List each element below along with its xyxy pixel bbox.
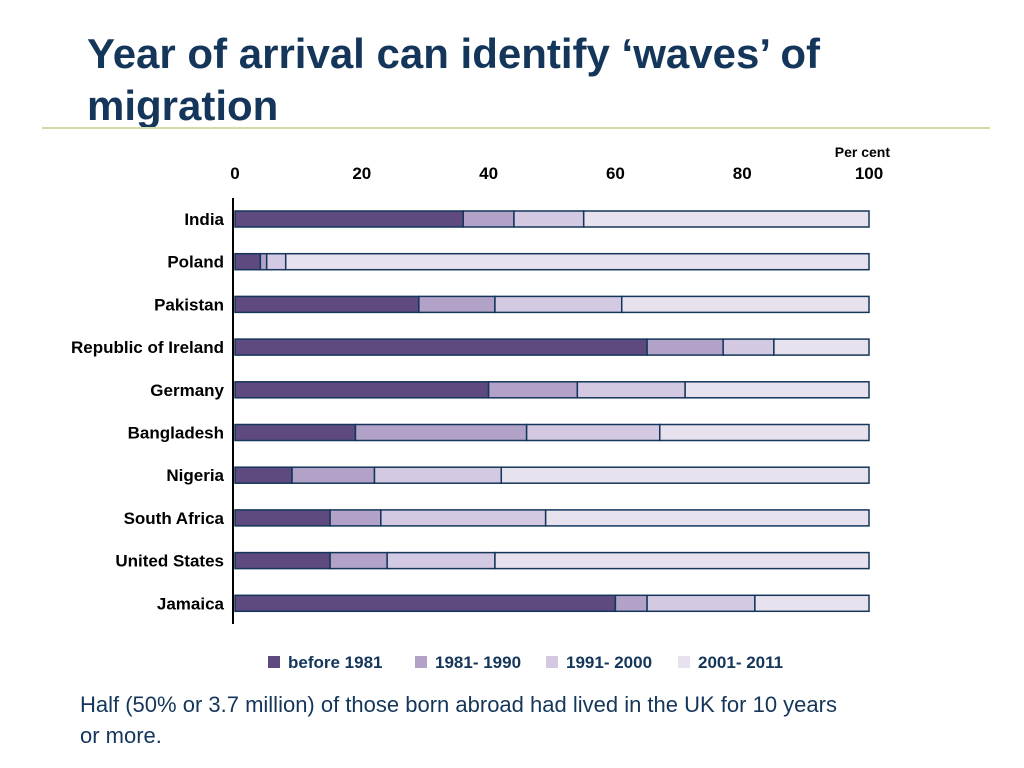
bar-row: [234, 252, 870, 271]
bar-segment: [684, 381, 870, 399]
title-divider: [42, 127, 990, 129]
bar-segment: [265, 252, 287, 271]
bar-segment: [722, 338, 775, 356]
legend-label: before 1981: [288, 653, 383, 672]
bars: [234, 210, 870, 613]
category-label: United States: [115, 552, 224, 571]
bar-segment: [234, 509, 331, 527]
bar-segment: [354, 423, 528, 442]
bar-segment: [380, 509, 547, 527]
category-label: Pakistan: [154, 295, 224, 314]
bar-row: [234, 466, 870, 484]
bar-segment: [525, 423, 661, 442]
legend-item: before 1981: [268, 653, 383, 672]
bar-segment: [234, 551, 331, 570]
legend-item: 2001- 2011: [678, 653, 783, 672]
category-label: Nigeria: [166, 466, 224, 485]
legend-label: 2001- 2011: [698, 653, 783, 672]
legend-swatch: [678, 656, 690, 668]
x-tick-label: 20: [352, 164, 371, 183]
bar-segment: [462, 210, 515, 228]
bar-segment: [773, 338, 870, 356]
bar-segment: [234, 252, 262, 271]
legend: before 1981 1981- 1990 1991- 2000 2001- 201…: [268, 653, 783, 672]
category-label: Republic of Ireland: [71, 338, 224, 357]
x-axis-ticks: 0 20 40 60 80 100: [230, 164, 883, 183]
bar-segment: [620, 295, 870, 314]
bar-segment: [500, 466, 870, 484]
x-tick-label: 60: [606, 164, 625, 183]
bar-segment: [418, 295, 496, 314]
legend-item: 1981- 1990: [415, 653, 521, 672]
unit-label: Per cent: [835, 144, 891, 160]
bar-segment: [234, 594, 617, 613]
x-tick-label: 0: [230, 164, 239, 183]
bar-segment: [329, 509, 382, 527]
bar-segment: [386, 551, 496, 570]
bar-segment: [234, 295, 420, 314]
bar-segment: [494, 551, 870, 570]
bar-segment: [659, 423, 870, 442]
bar-row: [234, 594, 870, 613]
legend-swatch: [268, 656, 280, 668]
legend-swatch: [546, 656, 558, 668]
bar-segment: [544, 509, 870, 527]
legend-label: 1991- 2000: [566, 653, 652, 672]
bar-row: [234, 210, 870, 228]
bar-row: [234, 381, 870, 399]
bar-segment: [234, 423, 357, 442]
category-label: Germany: [150, 381, 224, 400]
bar-segment: [494, 295, 623, 314]
bar-row: [234, 338, 870, 356]
bar-segment: [234, 466, 293, 484]
bar-row: [234, 509, 870, 527]
bar-segment: [614, 594, 648, 613]
category-label: Bangladesh: [128, 424, 224, 443]
bar-segment: [284, 252, 870, 271]
bar-segment: [576, 381, 686, 399]
bar-segment: [646, 594, 756, 613]
bar-segment: [234, 338, 648, 356]
legend-label: 1981- 1990: [435, 653, 521, 672]
caption-text: Half (50% or 3.7 million) of those born …: [80, 692, 837, 748]
category-label: Poland: [167, 253, 224, 272]
bar-segment: [646, 338, 724, 356]
bar-row: [234, 295, 870, 314]
bar-segment: [582, 210, 870, 228]
bar-segment: [291, 466, 376, 484]
x-tick-label: 80: [733, 164, 752, 183]
bar-segment: [487, 381, 579, 399]
bar-segment: [234, 381, 490, 399]
slide-title: Year of arrival can identify ‘waves’ of …: [87, 30, 820, 129]
legend-swatch: [415, 656, 427, 668]
bar-segment: [329, 551, 388, 570]
x-tick-label: 100: [855, 164, 883, 183]
bar-row: [234, 551, 870, 570]
category-label: Jamaica: [157, 594, 225, 613]
legend-item: 1991- 2000: [546, 653, 652, 672]
bar-segment: [259, 252, 268, 271]
bar-segment: [373, 466, 503, 484]
x-tick-label: 40: [479, 164, 498, 183]
bar-segment: [754, 594, 870, 613]
bar-row: [234, 423, 870, 442]
bar-segment: [234, 210, 464, 228]
category-label: South Africa: [124, 509, 225, 528]
category-labels: India Poland Pakistan Republic of Ireland Ge…: [71, 210, 225, 613]
category-label: India: [184, 210, 224, 229]
bar-segment: [513, 210, 585, 228]
